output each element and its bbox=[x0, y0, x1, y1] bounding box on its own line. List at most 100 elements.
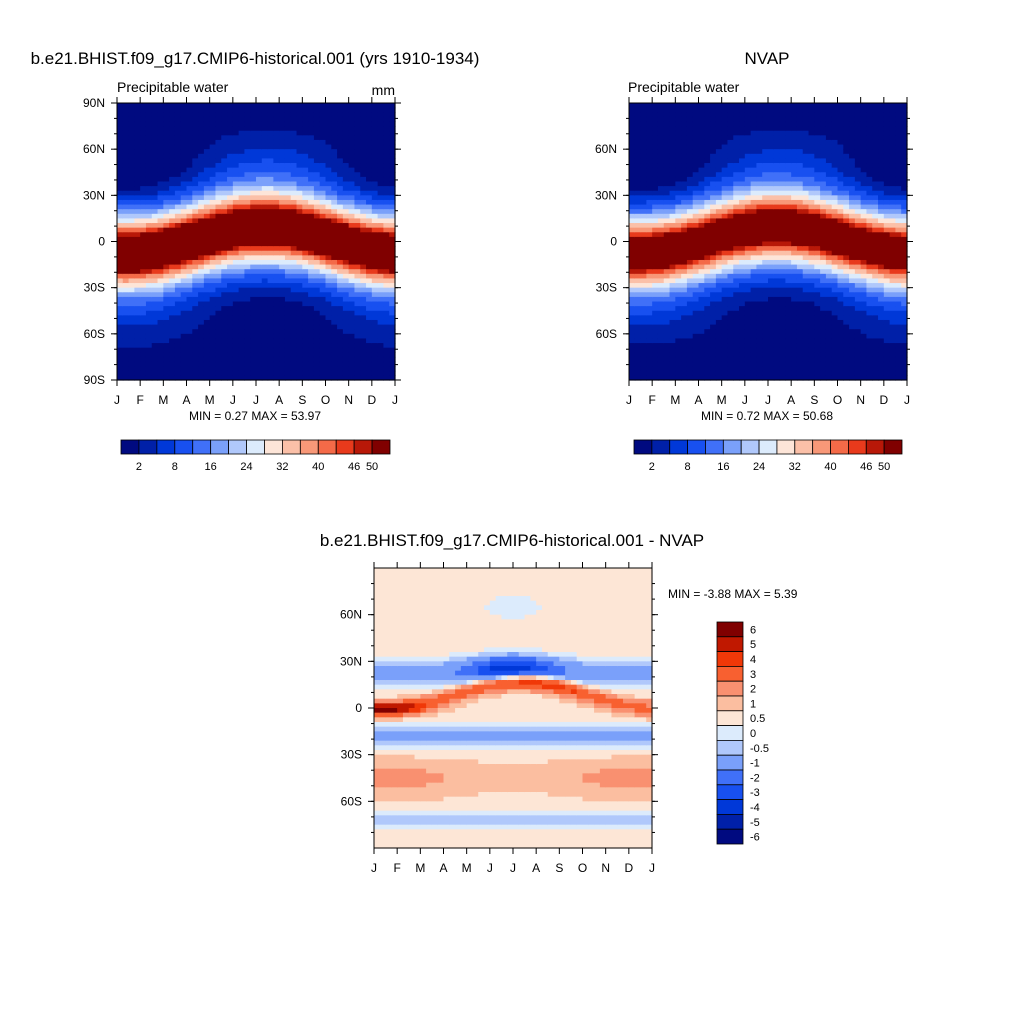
model-field-cell bbox=[377, 139, 385, 146]
obs-field-cell bbox=[802, 343, 810, 349]
model-field-cell bbox=[256, 103, 263, 109]
obs-field-cell bbox=[681, 186, 688, 192]
obs-field-cell bbox=[698, 347, 705, 353]
model-field-cell bbox=[290, 103, 298, 109]
model-field-cell bbox=[198, 153, 205, 159]
model-field-cell bbox=[192, 103, 199, 109]
model-field-cell bbox=[348, 264, 356, 270]
obs-field-cell bbox=[739, 347, 746, 353]
model-field-cell bbox=[215, 186, 222, 192]
obs-field-cell bbox=[802, 347, 810, 353]
obs-field-cell bbox=[675, 278, 682, 284]
model-field-cell bbox=[192, 158, 199, 164]
model-field-cell bbox=[319, 139, 327, 146]
model-field-cell bbox=[198, 176, 205, 183]
obs-field-cell bbox=[802, 163, 810, 169]
model-field-cell bbox=[227, 103, 234, 109]
model-field-cell bbox=[337, 329, 344, 335]
obs-field-cell bbox=[756, 283, 763, 289]
model-field-cell bbox=[163, 315, 170, 321]
obs-field-cell bbox=[715, 103, 723, 109]
model-field-cell bbox=[227, 319, 234, 326]
obs-field-cell bbox=[796, 310, 804, 316]
model-field-cell bbox=[128, 333, 135, 340]
obs-field-cell bbox=[657, 144, 665, 150]
model-field-cell bbox=[145, 213, 153, 220]
model-field-cell bbox=[174, 195, 182, 201]
model-field-cell bbox=[342, 333, 350, 340]
model-field-cell bbox=[279, 236, 286, 243]
model-field-cell bbox=[117, 149, 124, 155]
obs-field-cell bbox=[652, 375, 659, 381]
model-field-cell bbox=[180, 324, 188, 330]
model-field-cell bbox=[227, 246, 234, 252]
model-field-cell bbox=[302, 223, 309, 229]
model-field-cell bbox=[366, 347, 373, 353]
model-field-cell bbox=[232, 199, 240, 206]
obs-field-cell bbox=[727, 227, 734, 233]
model-field-cell bbox=[261, 163, 269, 169]
model-field-cell bbox=[174, 227, 182, 233]
model-field-cell bbox=[337, 278, 344, 284]
model-field-cell bbox=[290, 153, 298, 159]
model-field-cell bbox=[186, 241, 193, 247]
obs-field-cell bbox=[634, 107, 642, 113]
obs-field-cell bbox=[681, 343, 688, 349]
model-field-cell bbox=[186, 329, 193, 335]
model-field-cell bbox=[215, 236, 222, 243]
obs-field-cell bbox=[733, 167, 740, 173]
obs-field-cell bbox=[686, 135, 694, 141]
obs-field-cell bbox=[744, 144, 752, 150]
obs-field-cell bbox=[773, 347, 781, 353]
obs-field-cell bbox=[791, 287, 798, 293]
obs-field-cell bbox=[796, 236, 804, 243]
model-field-cell bbox=[256, 315, 263, 321]
model-field-cell bbox=[377, 315, 385, 321]
model-field-cell bbox=[319, 227, 327, 233]
obs-field-cell bbox=[796, 273, 804, 280]
model-field-cell bbox=[180, 103, 188, 109]
model-field-cell bbox=[198, 259, 205, 266]
model-field-cell bbox=[232, 112, 240, 118]
model-field-cell bbox=[134, 204, 141, 210]
obs-field-cell bbox=[779, 269, 786, 275]
model-field-cell bbox=[122, 236, 130, 243]
obs-field-cell bbox=[744, 287, 752, 293]
obs-field-cell bbox=[715, 301, 723, 307]
model-field-cell bbox=[296, 227, 303, 233]
model-field-cell bbox=[203, 315, 211, 321]
model-field-cell bbox=[227, 347, 234, 353]
obs-field-cell bbox=[652, 139, 659, 146]
model-field-cell bbox=[209, 176, 217, 183]
model-field-cell bbox=[221, 283, 228, 289]
model-field-cell bbox=[128, 259, 135, 266]
obs-field-cell bbox=[669, 356, 676, 363]
obs-field-cell bbox=[681, 264, 688, 270]
model-field-cell bbox=[145, 347, 153, 353]
model-field-cell bbox=[302, 269, 309, 275]
obs-field-cell bbox=[663, 333, 671, 340]
obs-field-cell bbox=[675, 213, 682, 220]
obs-field-cell bbox=[756, 333, 763, 340]
obs-field-cell bbox=[710, 204, 717, 210]
model-field-cell bbox=[302, 259, 309, 266]
obs-field-cell bbox=[762, 209, 769, 215]
model-field-cell bbox=[215, 264, 222, 270]
obs-field-cell bbox=[715, 324, 723, 330]
obs-field-cell bbox=[646, 236, 653, 243]
obs-field-cell bbox=[785, 209, 792, 215]
model-field-cell bbox=[174, 107, 182, 113]
model-field-cell bbox=[284, 273, 292, 280]
model-field-cell bbox=[267, 246, 274, 252]
obs-field-cell bbox=[773, 292, 781, 298]
obs-field-cell bbox=[820, 135, 827, 141]
model-field-cell bbox=[279, 107, 286, 113]
model-field-cell bbox=[337, 126, 344, 132]
obs-field-cell bbox=[634, 130, 642, 136]
model-field-cell bbox=[337, 319, 344, 326]
model-field-cell bbox=[313, 296, 321, 303]
obs-field-cell bbox=[686, 241, 694, 247]
model-field-cell bbox=[279, 186, 286, 192]
obs-field-cell bbox=[820, 112, 827, 118]
